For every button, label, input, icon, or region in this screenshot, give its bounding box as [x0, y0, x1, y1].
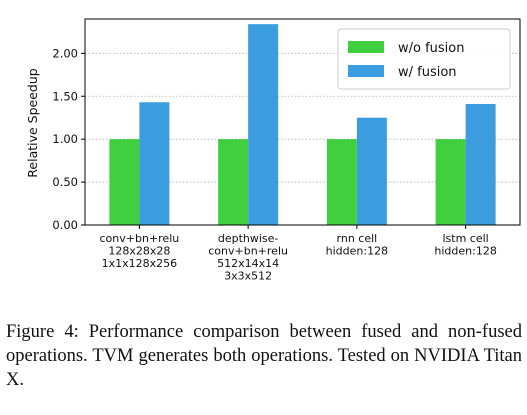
x-tick-label: lstm cell — [443, 232, 489, 245]
figure-caption: Figure 4: Performance comparison between… — [6, 322, 522, 390]
y-tick-label: 1.00 — [52, 132, 78, 146]
legend-box — [337, 28, 511, 90]
x-tick-label: conv+bn+relu — [100, 232, 180, 245]
plot-frame — [84, 18, 521, 226]
legend: w/o fusion w/ fusion — [337, 28, 511, 90]
x-tick-label: 128x28x28 — [108, 245, 170, 258]
legend-swatch — [348, 41, 384, 53]
x-tick-label: 512x14x14 — [217, 257, 279, 270]
x-tick-label: hidden:128 — [326, 245, 388, 258]
legend-label: w/ fusion — [398, 65, 457, 80]
bar-with-fusion — [248, 24, 279, 226]
chart: 0.000.501.001.502.00 conv+bn+relu128x28x… — [25, 18, 521, 283]
legend-label: w/o fusion — [398, 41, 465, 56]
bar-without-fusion — [109, 139, 140, 225]
bar-with-fusion — [139, 102, 170, 225]
x-tick-label: rnn cell — [337, 232, 378, 245]
x-tick-label: 1x1x128x256 — [102, 257, 178, 270]
bar-with-fusion — [356, 117, 387, 225]
x-tick-label: hidden:128 — [434, 245, 496, 258]
bar-with-fusion — [465, 103, 496, 225]
bar-without-fusion — [218, 139, 249, 225]
x-axis-ticks: conv+bn+relu128x28x281x1x128x256depthwis… — [100, 225, 497, 283]
y-tick-label: 0.50 — [52, 175, 78, 189]
y-axis-label: Relative Speedup — [25, 68, 40, 177]
x-tick-label: conv+bn+relu — [208, 245, 288, 258]
bars — [109, 24, 496, 226]
bar-without-fusion — [435, 139, 466, 225]
x-tick-label: 3x3x512 — [224, 270, 272, 283]
grid-lines — [85, 52, 520, 183]
y-tick-label: 0.00 — [52, 218, 78, 232]
y-axis-ticks: 0.00 0.50 1.00 1.50 2.00 — [52, 46, 85, 232]
y-tick-label: 2.00 — [52, 46, 78, 60]
bar-without-fusion — [326, 139, 357, 225]
legend-swatch — [348, 65, 384, 77]
x-tick-label: depthwise- — [218, 232, 279, 245]
y-tick-label: 1.50 — [52, 89, 78, 103]
